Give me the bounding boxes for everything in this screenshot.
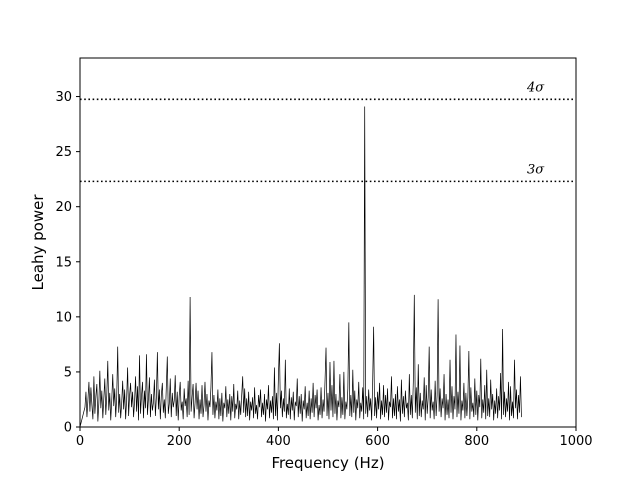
y-tick-label: 5 bbox=[64, 365, 72, 380]
x-tick-label: 0 bbox=[76, 434, 84, 449]
spectrum-line bbox=[79, 106, 522, 428]
significance-label-2: 3σ bbox=[527, 162, 545, 177]
y-tick-label: 15 bbox=[55, 255, 72, 270]
y-tick-label: 0 bbox=[64, 421, 72, 436]
x-tick-label: 600 bbox=[365, 434, 390, 449]
y-tick-label: 25 bbox=[55, 145, 72, 160]
plot-frame bbox=[79, 57, 577, 428]
y-axis: 0 5 10 15 20 25 30 bbox=[55, 90, 80, 436]
y-tick-label: 20 bbox=[55, 200, 72, 215]
significance-label-1: 4σ bbox=[526, 80, 545, 95]
x-tick-label: 1000 bbox=[559, 434, 592, 449]
y-axis-label: Leahy power bbox=[29, 194, 47, 291]
x-tick-label: 400 bbox=[266, 434, 291, 449]
x-axis-label: Frequency (Hz) bbox=[271, 454, 384, 472]
x-tick-label: 800 bbox=[464, 434, 489, 449]
y-tick-label: 30 bbox=[55, 90, 72, 105]
x-tick-label: 200 bbox=[167, 434, 192, 449]
x-axis: 0 200 400 600 800 1000 bbox=[76, 427, 593, 449]
y-tick-label: 10 bbox=[55, 310, 72, 325]
plot-area: 4σ 3σ bbox=[79, 80, 576, 428]
